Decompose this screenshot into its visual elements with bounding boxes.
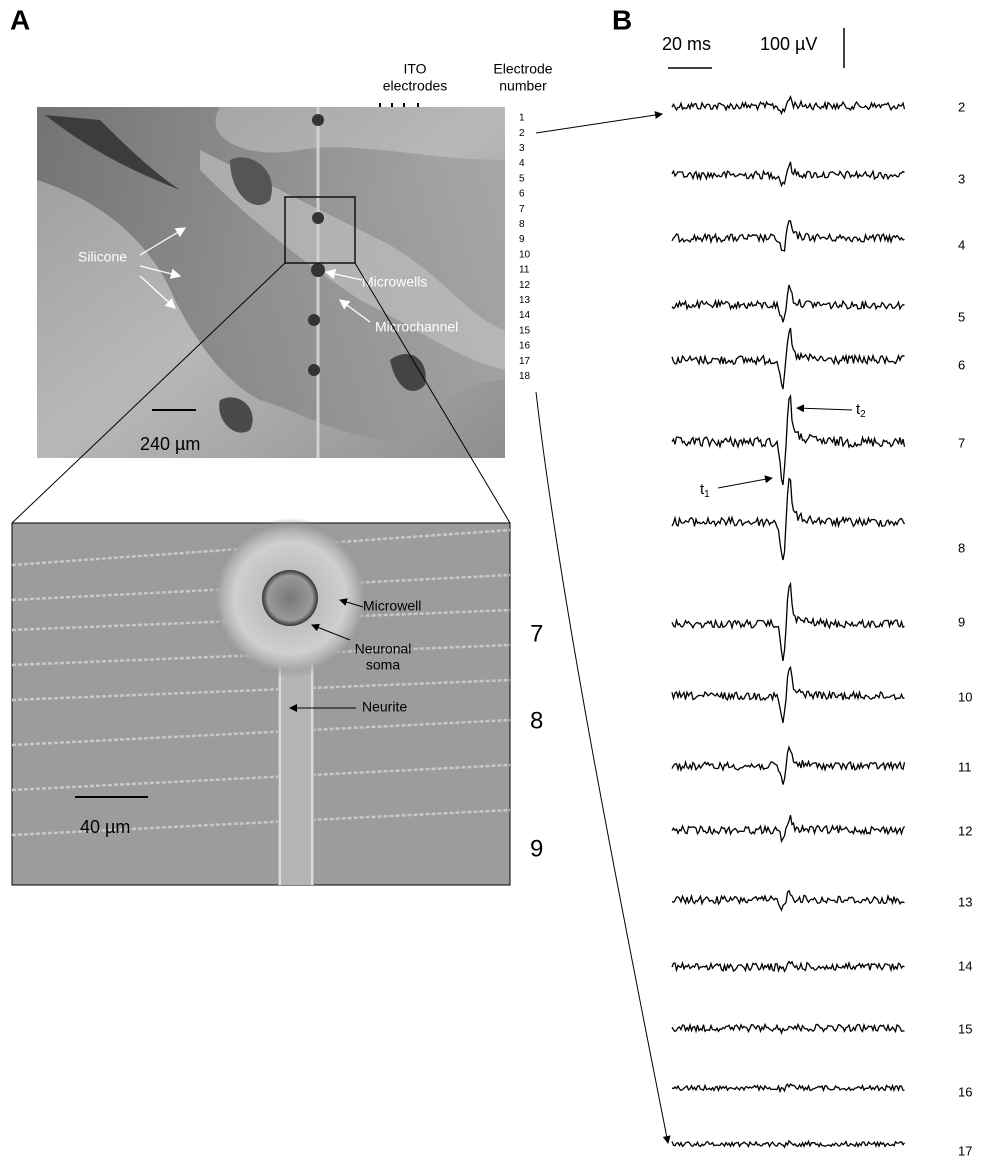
trace [672,747,905,784]
t1-subscript: 1 [704,489,710,500]
inset-scale-label: 40 µm [80,817,130,837]
electrode-number: 7 [519,204,525,215]
trace-label: 11 [958,759,972,774]
panel-label: B [612,4,632,35]
trace-label: 6 [958,357,965,372]
electrode-number: 6 [519,189,525,200]
microchannel-label: Microchannel [375,319,458,335]
microwell-label: Microwell [363,598,421,614]
trace-label: 9 [958,614,965,629]
figure: A ITO electrodes Electrode number 240 µm… [0,0,984,1161]
silicone-label: Silicone [78,249,127,265]
trace [672,815,905,841]
electrode-number: 15 [519,325,531,336]
electrode-number: 12 [519,280,531,291]
trace-label: 12 [958,823,972,838]
trace-label: 15 [958,1021,972,1036]
time-scale-label: 20 ms [662,34,711,54]
trace [672,221,905,251]
trace [672,97,905,114]
neurite-label: Neurite [362,699,407,715]
trace-label: 13 [958,894,972,909]
electrode-number: 18 [519,371,531,382]
trace-label: 14 [958,958,972,973]
trace [672,1141,905,1147]
trace-label: 8 [958,540,965,555]
trace [672,667,905,722]
electrode-number: 9 [519,234,525,245]
microwells-label: Microwells [362,274,427,290]
electrode-number: 13 [519,295,531,306]
row-label: 9 [530,835,543,862]
trace [672,162,905,186]
trace-label: 16 [958,1084,972,1099]
arrow [718,478,772,488]
electrode-number: 3 [519,143,525,154]
soma-label: Neuronal [355,641,412,657]
scale-label: 240 µm [140,434,200,454]
page: A ITO electrodes Electrode number 240 µm… [0,0,984,1161]
electrode-number: 5 [519,173,525,184]
t2-label: t2 [856,401,866,420]
trace [672,396,905,485]
trace [672,1024,905,1033]
trace [672,891,905,911]
panel-label: A [10,4,30,35]
trace-label: 2 [958,99,965,114]
electrode-number: 10 [519,249,531,260]
electrode-number: 4 [519,158,525,169]
arrow [797,408,852,410]
soma-label: soma [366,657,400,673]
trace-label: 17 [958,1143,972,1158]
electrode-number: 2 [519,128,525,139]
electrode-number: 8 [519,219,525,230]
trace-label: 5 [958,309,965,324]
trace-label: 10 [958,689,972,704]
volt-scale-label: 100 µV [760,34,817,54]
ito-label: electrodes [383,78,448,94]
trace-label: 4 [958,237,965,252]
trace-label: 7 [958,435,965,450]
trace [672,1084,905,1091]
micrograph [37,107,505,458]
row-label: 7 [530,620,543,647]
arrow [536,392,668,1143]
trace [672,285,905,322]
electrode-header: Electrode [493,61,552,77]
electrode-number: 16 [519,341,531,352]
row-label: 8 [530,707,543,734]
t1-label: t1 [700,481,710,500]
trace [672,328,905,389]
electrode-number: 17 [519,356,531,367]
electrode-number: 1 [519,113,525,124]
electrode-number: 14 [519,310,531,321]
trace-label: 3 [958,171,965,186]
t2-subscript: 2 [860,409,866,420]
trace [672,584,905,661]
electrode-number: 11 [519,265,530,276]
ito-label: ITO [403,61,426,77]
trace [672,962,905,972]
arrow [536,114,662,133]
electrode-header: number [499,78,547,94]
